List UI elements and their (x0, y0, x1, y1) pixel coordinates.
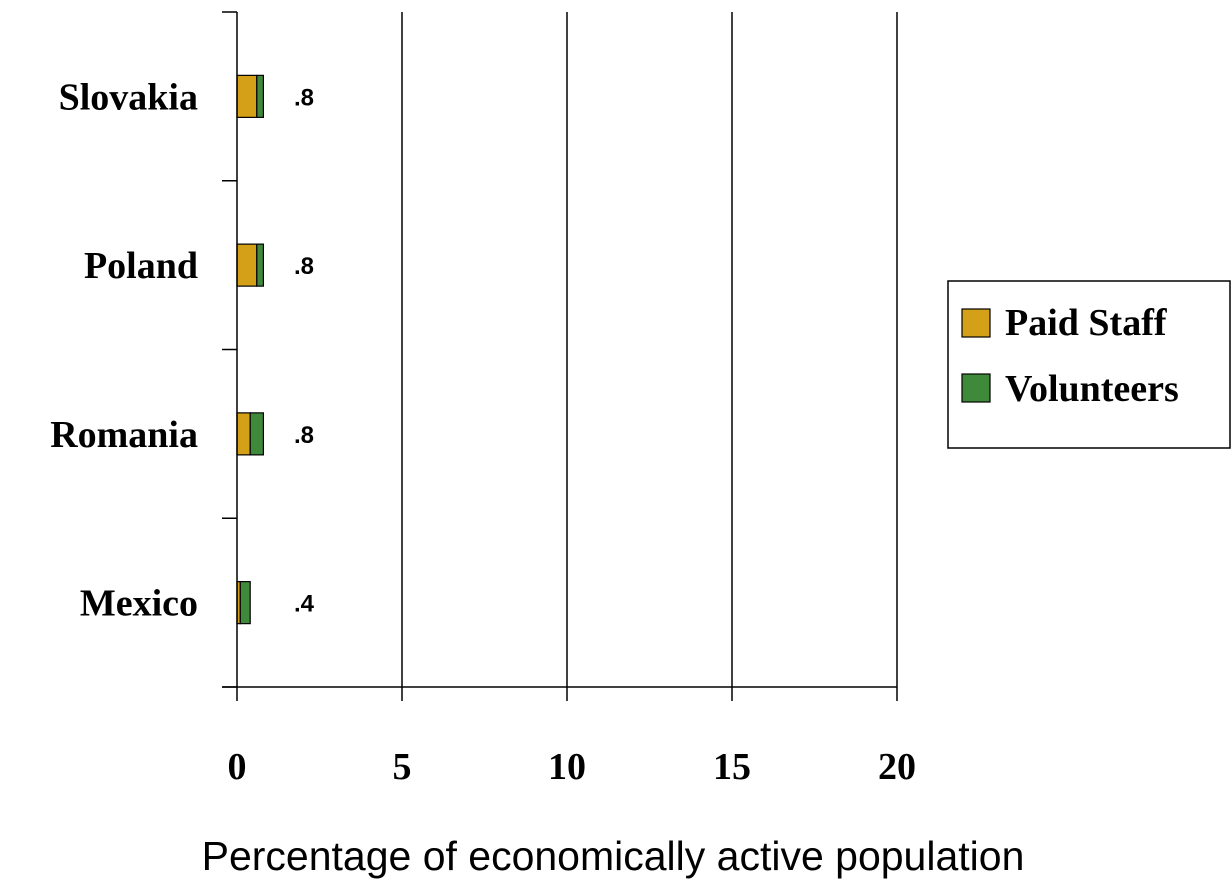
bars (236, 74, 264, 625)
data-label-total: .8 (294, 422, 314, 449)
x-tick-label: 0 (228, 746, 247, 788)
axes (222, 11, 898, 701)
legend-box (947, 280, 1231, 449)
bar-paid-staff (236, 243, 258, 287)
x-tick-label: 15 (713, 746, 751, 788)
bar-paid-staff (236, 74, 258, 118)
x-axis-title: Percentage of economically active popula… (202, 833, 1025, 879)
legend-swatch-volunteers (961, 373, 991, 403)
data-label-total: .8 (294, 253, 314, 280)
legend-label-paid-staff: Paid Staff (1005, 302, 1168, 344)
legend-swatch-paid-staff (961, 308, 991, 338)
bar-paid-staff (236, 412, 251, 456)
legend: Paid Staff Volunteers (947, 280, 1231, 449)
bar-volunteers (256, 243, 264, 287)
gridlines (401, 12, 898, 687)
x-tick-label: 20 (878, 746, 916, 788)
category-label: Romania (50, 414, 198, 456)
labels: 0 5 10 15 20 Slovakia .8 Poland .8 Romania .8 Mexic… (50, 76, 916, 788)
x-tick-label: 10 (548, 746, 586, 788)
category-label: Slovakia (59, 76, 198, 118)
bar-volunteers (249, 412, 264, 456)
data-label-total: .4 (294, 591, 315, 618)
category-label: Mexico (80, 583, 198, 625)
legend-label-volunteers: Volunteers (1005, 368, 1179, 410)
bar-volunteers (256, 74, 264, 118)
data-label-total: .8 (294, 84, 314, 111)
category-label: Poland (84, 245, 198, 287)
x-tick-label: 5 (393, 746, 412, 788)
bar-volunteers (239, 581, 251, 625)
